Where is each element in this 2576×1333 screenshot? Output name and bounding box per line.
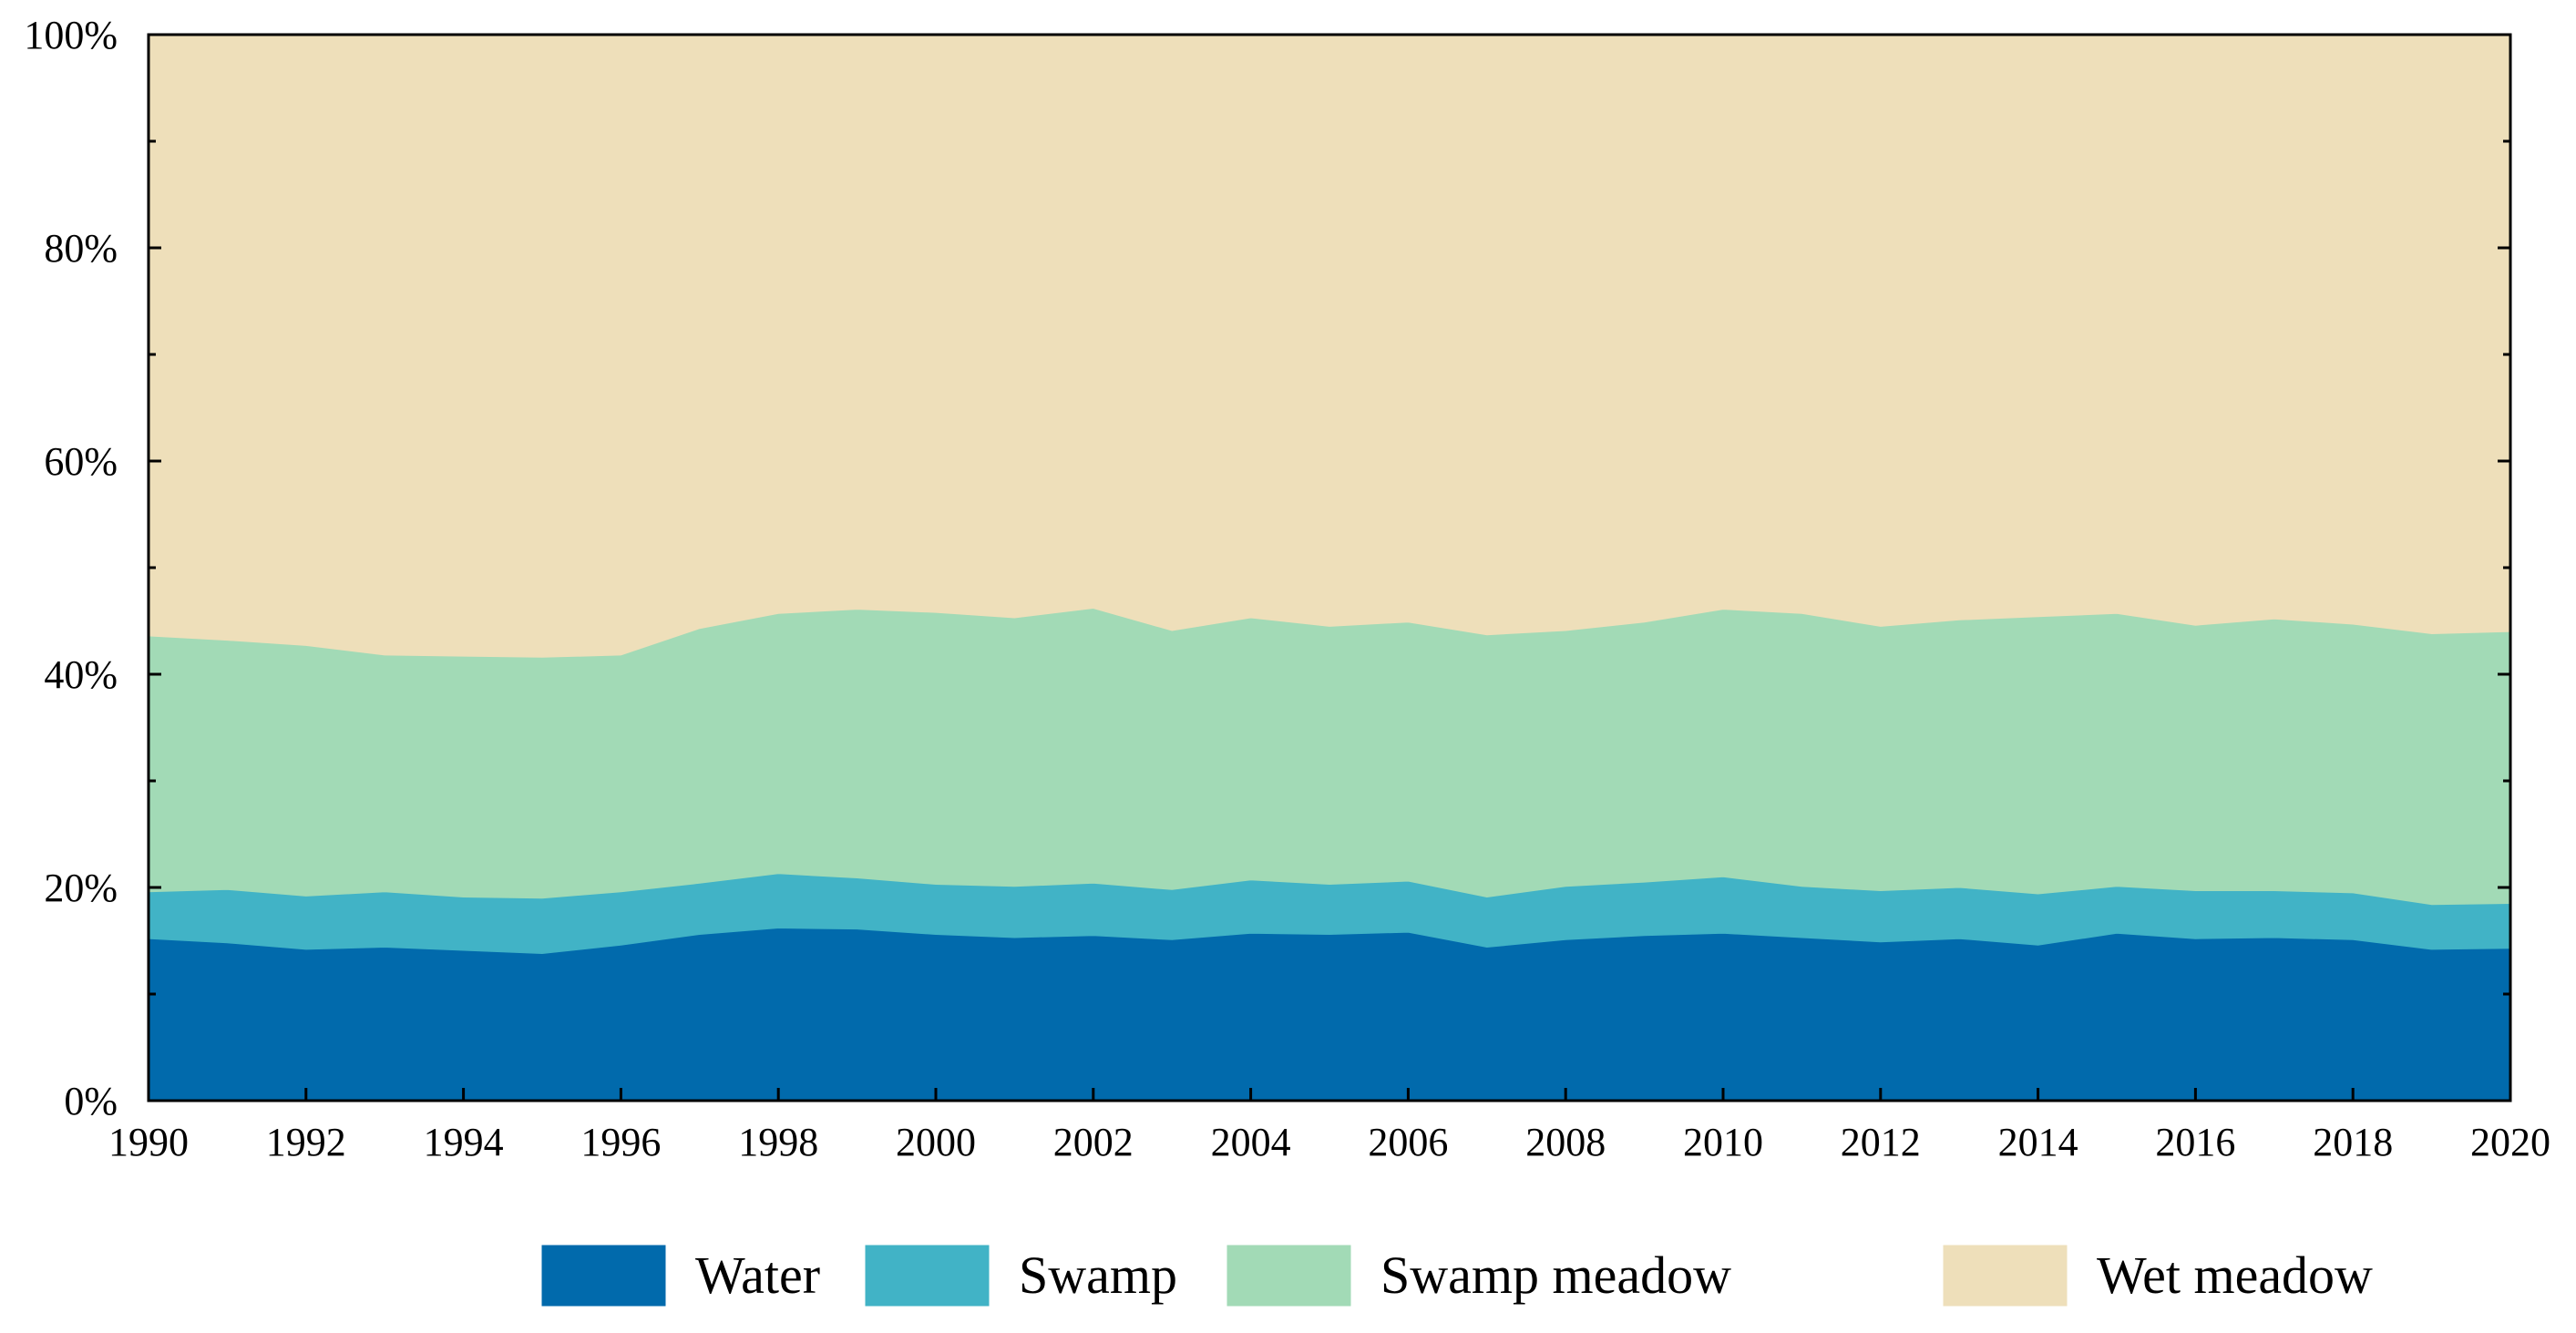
- x-tick-label: 1998: [738, 1120, 818, 1164]
- x-tick-label: 2018: [2313, 1120, 2393, 1164]
- x-tick-label: 1990: [108, 1120, 189, 1164]
- y-tick-label: 80%: [44, 226, 118, 271]
- legend-label-water: Water: [695, 1246, 820, 1305]
- area-wet-meadow: [148, 34, 2511, 658]
- legend: Water Swamp Swamp meadow Wet meadow: [541, 1245, 2373, 1307]
- x-tick-label: 2016: [2155, 1120, 2235, 1164]
- legend-label-wet-meadow: Wet meadow: [2097, 1246, 2373, 1305]
- x-tick-label: 2004: [1211, 1120, 1291, 1164]
- x-tick-label: 1996: [580, 1120, 661, 1164]
- y-tick-label: 100%: [24, 13, 118, 57]
- legend-label-swamp-meadow: Swamp meadow: [1380, 1246, 1731, 1305]
- area-water: [148, 927, 2511, 1102]
- x-tick-label: 2010: [1683, 1120, 1763, 1164]
- x-tick-label: 2020: [2470, 1120, 2550, 1164]
- y-tick-label: 0%: [64, 1079, 118, 1123]
- ticks-group: 0% 20% 40% 60% 80% 100% 1990 1992 1994 1996 1998 20…: [24, 13, 2550, 1164]
- x-tick-label: 1994: [424, 1120, 504, 1164]
- legend-label-swamp: Swamp: [1019, 1246, 1177, 1305]
- legend-swatch-wet-meadow: [1943, 1245, 2068, 1307]
- x-tick-label: 2014: [1998, 1120, 2078, 1164]
- x-tick-label: 2000: [896, 1120, 976, 1164]
- y-tick-label: 40%: [44, 652, 118, 697]
- x-tick-label: 2002: [1053, 1120, 1134, 1164]
- x-tick-label: 2012: [1841, 1120, 1921, 1164]
- legend-swatch-swamp-meadow: [1226, 1245, 1351, 1307]
- legend-swatch-swamp: [865, 1245, 990, 1307]
- y-tick-label: 60%: [44, 439, 118, 484]
- area-series-group: [148, 34, 2511, 1102]
- x-tick-label: 1992: [266, 1120, 346, 1164]
- legend-swatch-water: [541, 1245, 666, 1307]
- x-tick-label: 2008: [1525, 1120, 1606, 1164]
- y-tick-label: 20%: [44, 866, 118, 910]
- x-tick-label: 2006: [1368, 1120, 1448, 1164]
